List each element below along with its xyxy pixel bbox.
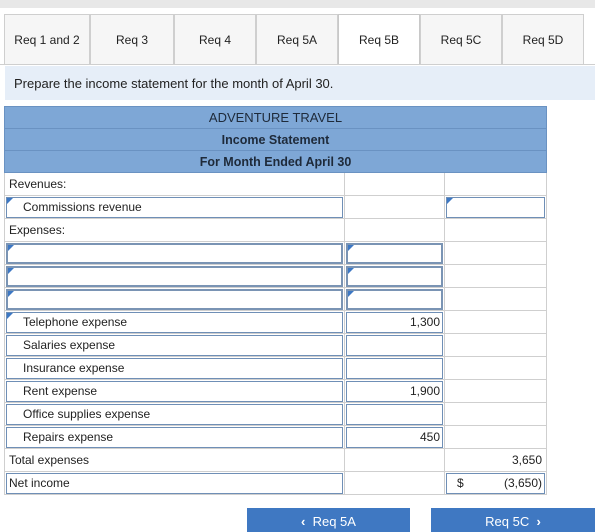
- telephone-amount-input[interactable]: [346, 312, 443, 333]
- statement-period-header: For Month Ended April 30: [4, 151, 547, 173]
- next-button-label: Req 5C: [485, 514, 530, 529]
- repairs-amount-input[interactable]: [346, 427, 443, 448]
- office-supplies-label: Office supplies expense: [23, 407, 151, 421]
- expense-amount-input[interactable]: [346, 243, 443, 264]
- expense-label-input[interactable]: [6, 243, 343, 264]
- tab-req-4[interactable]: Req 4: [174, 14, 256, 65]
- income-statement: ADVENTURE TRAVEL Income Statement For Mo…: [4, 106, 547, 495]
- tab-req-5a[interactable]: Req 5A: [256, 14, 338, 65]
- row-empty-expense: [4, 288, 547, 311]
- expense-amount-input[interactable]: [346, 266, 443, 287]
- rent-label: Rent expense: [23, 384, 98, 398]
- insurance-label: Insurance expense: [23, 361, 125, 375]
- row-revenues-heading: Revenues:: [4, 173, 547, 196]
- net-income-label-input[interactable]: [6, 473, 343, 494]
- company-name-header: ADVENTURE TRAVEL: [4, 106, 547, 129]
- row-rent-expense: Rent expense 1,900: [4, 380, 547, 403]
- tab-bar-divider: [0, 64, 595, 65]
- tab-req-5b[interactable]: Req 5B: [338, 14, 420, 65]
- input-flag-icon: [8, 291, 14, 297]
- input-flag-icon: [348, 245, 354, 251]
- statement-period: For Month Ended April 30: [199, 154, 352, 169]
- salaries-label: Salaries expense: [23, 338, 116, 352]
- input-flag-icon: [348, 268, 354, 274]
- input-flag-icon: [7, 313, 13, 319]
- tab-req-5d[interactable]: Req 5D: [502, 14, 584, 65]
- insurance-amount-input[interactable]: [346, 358, 443, 379]
- prev-req-5a-button[interactable]: ‹ Req 5A: [247, 508, 410, 532]
- tab-label: Req 3: [115, 33, 149, 47]
- prev-button-label: Req 5A: [312, 514, 356, 529]
- tab-label: Req 5A: [276, 33, 318, 47]
- row-net-income: Net income $ (3,650): [4, 472, 547, 495]
- company-name: ADVENTURE TRAVEL: [208, 110, 343, 125]
- statement-title: Income Statement: [221, 132, 330, 147]
- tab-bar-top-strip: [0, 0, 595, 8]
- commissions-label: Commissions revenue: [23, 200, 142, 214]
- commissions-amount-input[interactable]: [446, 197, 545, 218]
- repairs-label: Repairs expense: [23, 430, 114, 444]
- tab-req-5c[interactable]: Req 5C: [420, 14, 502, 65]
- tab-req-1-and-2[interactable]: Req 1 and 2: [4, 14, 90, 65]
- rent-label-input[interactable]: [6, 381, 343, 402]
- telephone-value: 1,300: [409, 315, 440, 329]
- rent-amount-input[interactable]: [346, 381, 443, 402]
- row-empty-expense: [4, 265, 547, 288]
- tab-label: Req 4: [198, 33, 232, 47]
- row-repairs-expense: Repairs expense 450: [4, 426, 547, 449]
- statement-title-header: Income Statement: [4, 129, 547, 151]
- row-office-supplies-expense: Office supplies expense: [4, 403, 547, 426]
- telephone-label-input[interactable]: [6, 312, 343, 333]
- row-telephone-expense: Telephone expense 1,300: [4, 311, 547, 334]
- row-insurance-expense: Insurance expense: [4, 357, 547, 380]
- expenses-label: Expenses:: [9, 223, 66, 237]
- salaries-amount-input[interactable]: [346, 335, 443, 356]
- tab-label: Req 5B: [358, 33, 400, 47]
- input-flag-icon: [447, 198, 453, 204]
- tab-bar: Req 1 and 2 Req 3 Req 4 Req 5A Req 5B Re…: [0, 0, 595, 65]
- expense-amount-input[interactable]: [346, 289, 443, 310]
- office-supplies-amount-input[interactable]: [346, 404, 443, 425]
- revenues-label: Revenues:: [9, 177, 67, 191]
- repairs-value: 450: [419, 430, 440, 444]
- telephone-label: Telephone expense: [23, 315, 128, 329]
- input-flag-icon: [348, 291, 354, 297]
- tab-label: Req 1 and 2: [14, 33, 80, 47]
- chevron-right-icon: ›: [536, 514, 541, 529]
- instruction-banner: Prepare the income statement for the mon…: [5, 66, 595, 100]
- expense-label-input[interactable]: [6, 289, 343, 310]
- row-commissions-revenue: Commissions revenue: [4, 196, 547, 219]
- commissions-label-input[interactable]: [6, 197, 343, 218]
- net-income-value: (3,650): [503, 476, 542, 490]
- row-salaries-expense: Salaries expense: [4, 334, 547, 357]
- input-flag-icon: [8, 268, 14, 274]
- rent-value: 1,900: [409, 384, 440, 398]
- salaries-label-input[interactable]: [6, 335, 343, 356]
- expense-label-input[interactable]: [6, 266, 343, 287]
- tab-label: Req 5D: [522, 33, 564, 47]
- net-income-label: Net income: [9, 476, 70, 490]
- total-expenses-value: 3,650: [511, 453, 542, 467]
- net-income-amount-input[interactable]: [446, 473, 545, 494]
- input-flag-icon: [7, 198, 13, 204]
- row-total-expenses: Total expenses 3,650: [4, 449, 547, 472]
- row-empty-expense: [4, 242, 547, 265]
- office-supplies-label-input[interactable]: [6, 404, 343, 425]
- instruction-text: Prepare the income statement for the mon…: [14, 75, 334, 91]
- input-flag-icon: [8, 245, 14, 251]
- repairs-label-input[interactable]: [6, 427, 343, 448]
- row-expenses-heading: Expenses:: [4, 219, 547, 242]
- currency-symbol: $: [457, 476, 464, 490]
- total-expenses-label: Total expenses: [9, 453, 90, 467]
- next-req-5c-button[interactable]: Req 5C ›: [431, 508, 595, 532]
- insurance-label-input[interactable]: [6, 358, 343, 379]
- tab-req-3[interactable]: Req 3: [90, 14, 174, 65]
- tab-label: Req 5C: [440, 33, 482, 47]
- chevron-left-icon: ‹: [301, 514, 306, 529]
